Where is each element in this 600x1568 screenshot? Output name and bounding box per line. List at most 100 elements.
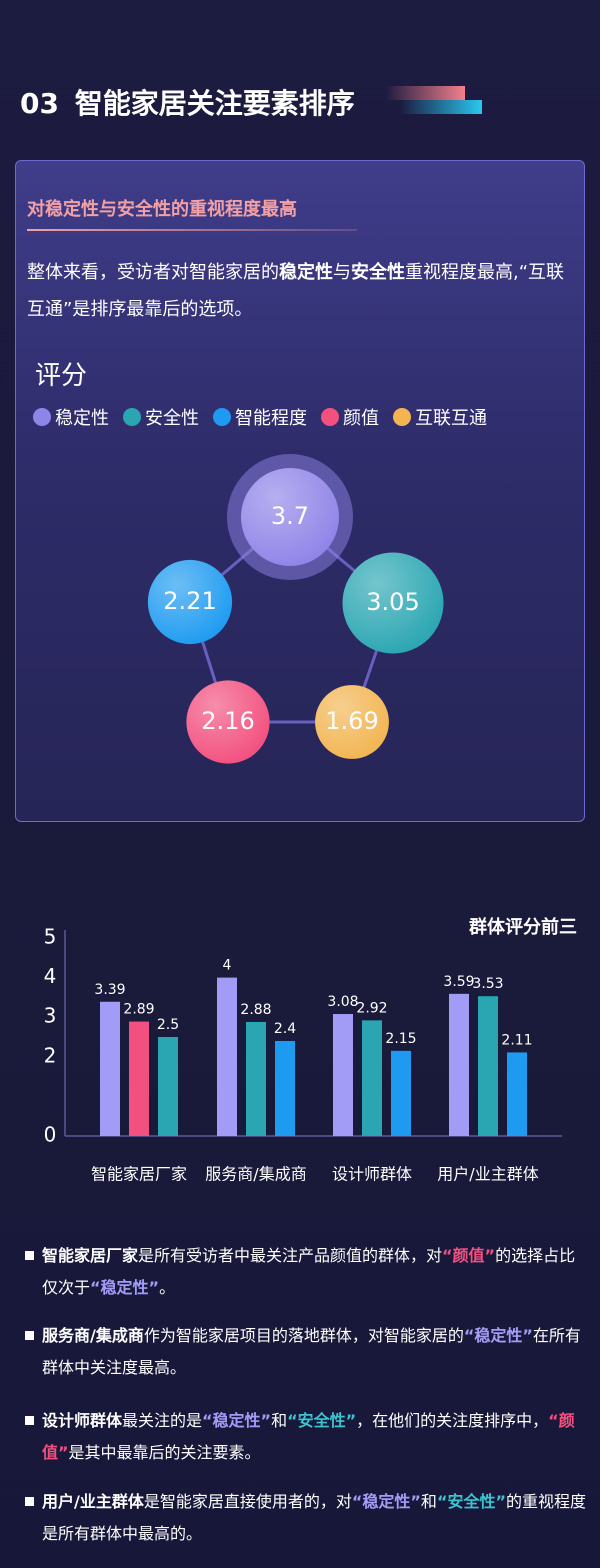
text-run: 是所有受访者中最关注产品颜值的群体，对 (138, 1246, 443, 1265)
bullet (25, 1331, 34, 1340)
bubble-label: 1.69 (325, 707, 378, 735)
legend-dot (393, 408, 411, 426)
text-run: 最关注的是 (122, 1411, 203, 1430)
x-tick-label: 智能家居厂家 (91, 1165, 187, 1184)
bubble-shine (186, 680, 270, 764)
text-run: “安全性” (287, 1411, 357, 1430)
bubble-title: 评分 (35, 361, 88, 391)
note: 用户/业主群体是智能家居直接使用者的，对“稳定性”和“安全性”的重视程度是所有群… (42, 1486, 587, 1550)
text-run: “稳定性” (463, 1326, 533, 1345)
bar (449, 993, 469, 1136)
legend-item: 颜值 (321, 404, 379, 430)
value-label: 2.5 (157, 1017, 179, 1033)
text-run: 是其中最靠后的关注要素。 (68, 1443, 261, 1462)
legend-dot (321, 408, 339, 426)
text-run: 和 (271, 1411, 288, 1430)
text-run: 的重视程度是所有群体中最高的。 (42, 1492, 586, 1543)
bubble-shine (147, 559, 233, 645)
value-label: 3.08 (327, 994, 358, 1010)
legend-dot (123, 408, 141, 426)
text-run: “颜值” (442, 1246, 496, 1265)
bar (478, 996, 498, 1136)
text-run: “安全性” (436, 1492, 506, 1511)
bubble-label: 2.21 (163, 587, 216, 615)
value-label: 4 (223, 958, 232, 974)
legend-item: 稳定性 (33, 404, 109, 430)
text-run: 智能家居厂家 (42, 1246, 139, 1265)
bubble-shine (241, 468, 339, 566)
text-run: 作为智能家居项目的落地群体，对智能家居的 (143, 1326, 464, 1345)
bar (158, 1037, 178, 1136)
legend: 稳定性 安全性 智能程度 颜值 互联互通 (33, 404, 487, 430)
bubble-label: 3.05 (366, 588, 419, 616)
legend-dot (213, 408, 231, 426)
section-number: 03 (20, 87, 59, 120)
y-tick-label: 0 (44, 1123, 57, 1147)
x-tick-label: 设计师群体 (332, 1165, 412, 1184)
y-tick-label: 2 (44, 1043, 57, 1067)
bar-chart: 群体评分前三 0 2 3 4 5 智能家居厂家 3.39 2.892.5 服务商/集成商 4 2.88… (44, 916, 577, 1184)
bar (275, 1040, 295, 1136)
bullet (25, 1416, 34, 1425)
text-run: “颜值” (42, 1411, 575, 1462)
text-run: 。 (159, 1278, 176, 1297)
deco-bar (385, 86, 465, 100)
value-label: 2.4 (274, 1021, 296, 1037)
legend-dot (33, 408, 51, 426)
bar-title: 群体评分前三 (469, 916, 577, 938)
text-run: 稳定性 (279, 262, 333, 283)
bar (246, 1021, 266, 1136)
y-tick-label: 4 (44, 964, 57, 988)
bullet (25, 1251, 34, 1260)
value-label: 2.88 (240, 1002, 271, 1018)
value-label: 2.15 (385, 1031, 416, 1047)
text-run: “稳定性” (202, 1411, 272, 1430)
value-label: 3.39 (94, 982, 125, 998)
bar (100, 1001, 120, 1136)
x-tick-label: 用户/业主群体 (437, 1165, 538, 1184)
section-title: 智能家居关注要素排序 (74, 87, 355, 120)
deco-bar (400, 100, 482, 114)
value-label: 3.59 (443, 974, 474, 990)
card-subtitle: 对稳定性与安全性的重视程度最高 (27, 199, 297, 220)
y-tick-label: 5 (44, 925, 57, 949)
subtitle-underline (27, 229, 357, 231)
bullet (25, 1497, 34, 1506)
note: 智能家居厂家是所有受访者中最关注产品颜值的群体，对“颜值”的选择占比仅次于“稳定… (42, 1240, 587, 1304)
legend-label: 智能程度 (235, 408, 307, 429)
legend-label: 互联互通 (415, 408, 487, 429)
text-run: 在所有群体中关注度最高。 (42, 1326, 581, 1377)
bar (129, 1021, 149, 1136)
value-label: 2.11 (501, 1032, 532, 1048)
header: 03 智能家居关注要素排序 (20, 82, 355, 122)
bar (391, 1050, 411, 1136)
bubble-label: 3.7 (271, 502, 309, 530)
bubble-shine (315, 685, 389, 759)
bubble-chart: 3.7 3.05 2.21 2.16 1.69 (147, 454, 444, 764)
text-run: 安全性 (351, 262, 405, 283)
text-run: ，在他们的关注度排序中， (356, 1411, 549, 1430)
text-run: 和 (420, 1492, 437, 1511)
legend-label: 稳定性 (55, 408, 109, 429)
y-tick-label: 3 (44, 1004, 57, 1028)
text-run: 服务商/集成商 (42, 1326, 144, 1345)
text-run: 与 (333, 262, 351, 283)
bar (333, 1014, 353, 1136)
bubble-shine (342, 552, 444, 654)
bar (507, 1052, 527, 1136)
legend-label: 安全性 (145, 408, 199, 429)
note: 设计师群体最关注的是“稳定性”和“安全性”，在他们的关注度排序中，“颜值”是其中… (42, 1405, 587, 1469)
legend-item: 智能程度 (213, 404, 307, 430)
x-tick-label: 服务商/集成商 (205, 1165, 306, 1184)
value-label: 2.89 (123, 1002, 154, 1018)
note: 服务商/集成商作为智能家居项目的落地群体，对智能家居的“稳定性”在所有群体中关注… (42, 1320, 587, 1384)
intro: 整体来看，受访者对智能家居的稳定性与安全性重视程度最高,“互联互通”是排序最靠后… (27, 254, 572, 328)
text-run: “稳定性” (351, 1492, 421, 1511)
bubble-label: 2.16 (201, 707, 254, 735)
legend-item: 安全性 (123, 404, 199, 430)
text-run: 的选择占比仅次于 (42, 1246, 576, 1297)
text-run: “稳定性” (90, 1278, 160, 1297)
text-run: 是智能家居直接使用者的，对 (143, 1492, 352, 1511)
text-run: 设计师群体 (42, 1411, 123, 1430)
